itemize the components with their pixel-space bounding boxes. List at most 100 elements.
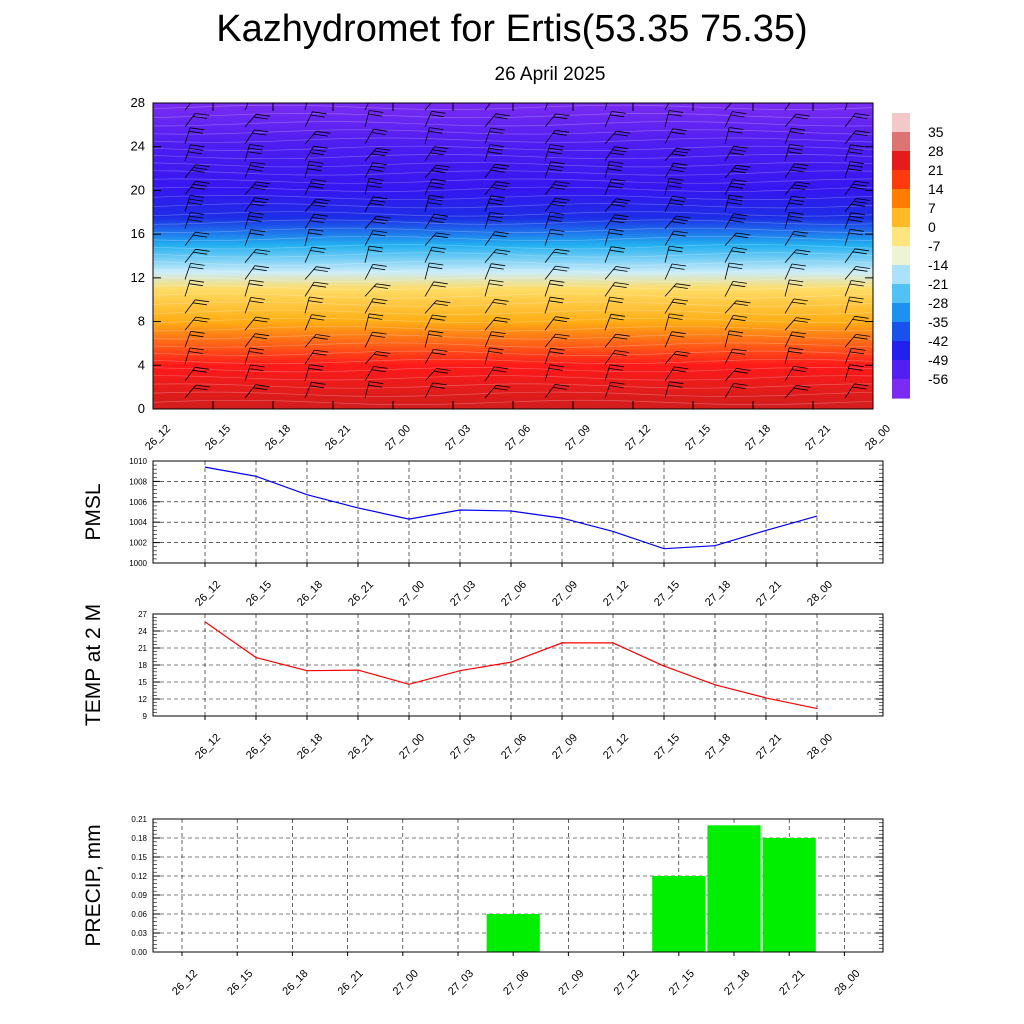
x-tick-label: 27_12 — [612, 968, 642, 998]
wind-barb — [544, 181, 570, 196]
wind-barb — [664, 298, 689, 314]
wind-barb — [724, 145, 748, 162]
x-tick-label: 27_03 — [448, 579, 478, 609]
colorbar-swatch — [892, 284, 910, 304]
wind-barb — [484, 163, 510, 179]
wind-barb — [604, 214, 629, 229]
wind-barb — [724, 330, 744, 348]
wind-barb — [304, 266, 331, 280]
wind-barb — [844, 161, 865, 179]
wind-barb — [184, 231, 210, 246]
colorbar-label: 21 — [928, 162, 944, 178]
wind-barb — [724, 281, 747, 297]
wind-barb — [364, 298, 388, 314]
x-tick-label: 27_15 — [667, 968, 697, 998]
wind-barb — [604, 111, 626, 128]
wind-barb — [484, 249, 511, 263]
wind-barb — [244, 333, 270, 348]
axis-title: PRECIP, mm — [82, 824, 105, 946]
x-tick-label: 26_18 — [280, 968, 310, 998]
wind-barb — [604, 103, 608, 111]
wind-barb — [724, 164, 751, 179]
wind-barb — [724, 232, 751, 246]
colorbar-label: 14 — [928, 181, 944, 197]
wind-barb — [424, 368, 451, 382]
y-tick-label: 0.00 — [131, 948, 147, 957]
wind-barb — [844, 348, 866, 365]
x-tick-label: 27_06 — [501, 968, 531, 998]
wind-barb — [724, 315, 748, 331]
colorbar-label: -14 — [928, 257, 948, 273]
contour-lines — [153, 104, 873, 405]
wind-barb — [784, 317, 811, 331]
wind-barb — [724, 213, 748, 229]
wind-barb — [724, 262, 744, 280]
wind-barb — [664, 196, 687, 212]
x-tick-label: 27_09 — [550, 579, 580, 609]
y-tick-label: 21 — [138, 644, 147, 653]
wind-barb — [724, 368, 751, 382]
wind-barb — [604, 246, 626, 263]
wind-barb — [664, 366, 689, 382]
wind-barb — [244, 197, 269, 212]
wind-barb — [844, 113, 870, 128]
wind-barb — [424, 300, 451, 314]
wind-barb — [604, 161, 624, 179]
wind-barb — [844, 248, 869, 263]
wind-barb — [484, 366, 509, 382]
wind-barb — [784, 127, 806, 145]
wind-barb — [484, 317, 511, 331]
axis-title: PMSL — [82, 483, 105, 540]
y-tick-label: 28 — [131, 95, 145, 110]
wind-barb — [844, 315, 869, 331]
wind-barb — [784, 249, 811, 263]
wind-barb — [424, 164, 451, 179]
wind-barb — [184, 212, 205, 229]
y-tick-label: 0.15 — [131, 853, 147, 862]
wind-barb — [364, 162, 387, 179]
wind-barb — [184, 299, 210, 314]
y-tick-label: 9 — [143, 712, 148, 721]
wind-barb — [364, 283, 391, 297]
wind-barb — [304, 228, 324, 246]
wind-barb — [724, 194, 744, 212]
x-tick-label: 28_00 — [805, 579, 835, 609]
x-tick-label: 27_00 — [391, 968, 421, 998]
wind-barb — [364, 128, 388, 145]
x-tick-label: 27_06 — [499, 732, 529, 762]
colorbar-label: 28 — [928, 143, 944, 159]
x-tick-label: 26_18 — [295, 579, 325, 609]
colorbar-label: 35 — [928, 124, 944, 140]
wind-barb — [424, 246, 447, 263]
precip-bar — [707, 825, 761, 952]
wind-barb — [784, 163, 809, 179]
wind-barb — [664, 283, 691, 297]
wind-barb — [724, 383, 748, 399]
wind-barb — [604, 381, 625, 399]
wind-barb — [664, 245, 684, 263]
wind-barb — [484, 144, 504, 162]
wind-barb — [484, 127, 505, 145]
wind-barb — [244, 144, 264, 162]
wind-barb — [844, 130, 870, 145]
wind-barb — [184, 279, 205, 297]
wind-barb — [844, 180, 870, 196]
wind-barb — [664, 177, 684, 195]
y-tick-label: 18 — [138, 661, 147, 670]
wind-barb — [544, 197, 570, 212]
wind-barb — [544, 129, 570, 145]
wind-barb — [364, 215, 391, 229]
colorbar-swatch — [892, 303, 910, 323]
wind-barb — [724, 300, 751, 314]
wind-barb — [304, 314, 326, 331]
series-line — [204, 466, 818, 550]
y-tick-label: 0.12 — [131, 872, 147, 881]
wind-barb — [304, 296, 324, 314]
x-tick-label: 27_15 — [683, 423, 713, 453]
wind-barb — [424, 213, 449, 229]
wind-barb — [184, 164, 210, 179]
y-tick-label: 27 — [138, 610, 147, 619]
x-tick-label: 26_21 — [323, 423, 353, 453]
wind-barb — [724, 247, 747, 263]
